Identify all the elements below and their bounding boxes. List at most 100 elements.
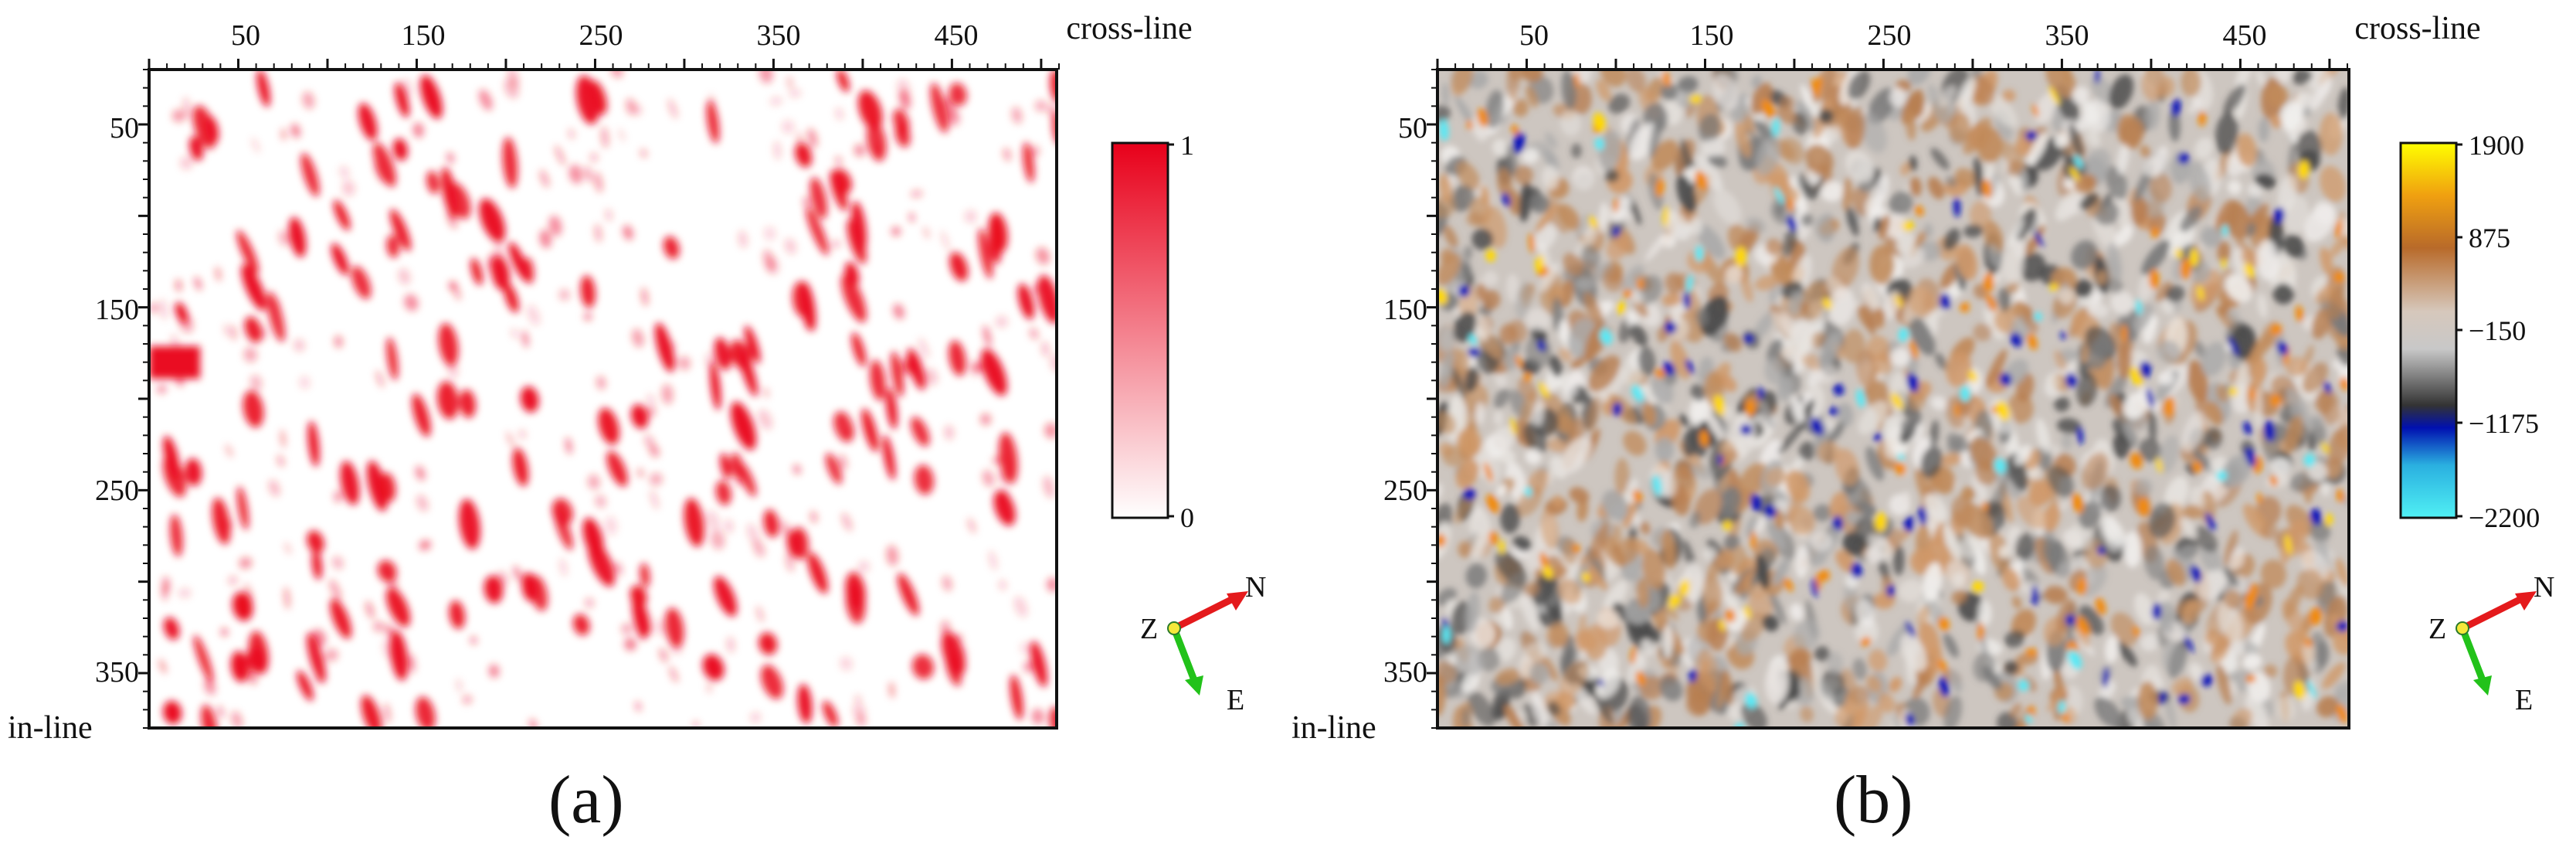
amplitude-spot <box>2159 691 2167 705</box>
amplitude-spot <box>2058 700 2065 715</box>
anomaly-blob <box>988 550 998 571</box>
anomaly-blob <box>284 542 291 555</box>
amplitude-blob <box>1606 233 1630 260</box>
anomaly-blob <box>847 219 867 264</box>
amplitude-spot <box>1905 621 1915 638</box>
anomaly-blob <box>365 600 375 619</box>
anomaly-blob <box>870 359 886 401</box>
amplitude-blob <box>1771 311 1790 336</box>
amplitude-spot <box>1939 676 1950 698</box>
amplitude-blob <box>1974 284 1988 299</box>
anomaly-blob <box>834 155 843 166</box>
anomaly-blob <box>746 523 760 545</box>
anomaly-blob <box>386 235 399 258</box>
colorbar-a <box>1111 141 1169 519</box>
amplitude-blob <box>1805 144 1834 176</box>
amplitude-spot <box>1909 340 1918 360</box>
amplitude-blob <box>2329 233 2349 258</box>
amplitude-spot <box>1918 506 1927 526</box>
amplitude-blob <box>1987 243 2003 269</box>
amplitude-blob <box>1586 395 1601 433</box>
amplitude-blob <box>2228 641 2246 656</box>
amplitude-spot <box>2068 649 2082 670</box>
anomaly-blob <box>595 104 605 117</box>
amplitude-blob <box>2322 662 2346 689</box>
amplitude-blob <box>1512 98 1529 117</box>
amplitude-blob <box>2200 543 2222 573</box>
amplitude-blob <box>2255 70 2267 88</box>
amplitude-blob <box>1762 614 1779 632</box>
amplitude-blob <box>1724 332 1742 352</box>
anomaly-blob <box>488 664 500 679</box>
anomaly-blob <box>711 530 725 550</box>
anomaly-blob <box>707 682 712 693</box>
anomaly-blob <box>1049 706 1057 728</box>
amplitude-spot <box>1682 291 1691 309</box>
amplitude-blob <box>2256 240 2279 281</box>
anomaly-blob <box>293 338 306 352</box>
anomaly-blob <box>1040 341 1050 357</box>
anomaly-blob <box>730 339 752 371</box>
amplitude-blob <box>1493 612 1511 626</box>
amplitude-blob <box>2225 202 2251 240</box>
colorbar-label-max: 1 <box>1180 130 1194 161</box>
anomaly-blob <box>626 98 636 116</box>
amplitude-blob <box>1588 355 1621 393</box>
x-tick-label: 350 <box>2045 19 2089 52</box>
anomaly-blob <box>595 495 606 509</box>
amplitude-blob <box>1764 356 1785 385</box>
amplitude-blob <box>1475 316 1491 338</box>
amplitude-blob <box>1630 323 1648 347</box>
amplitude-spot <box>2070 167 2079 182</box>
amplitude-blob <box>1855 617 1879 645</box>
amplitude-blob <box>2140 633 2160 651</box>
amplitude-spot <box>1594 137 1604 151</box>
amplitude-blob <box>1546 701 1561 716</box>
anomaly-blob <box>858 90 883 130</box>
amplitude-blob <box>1770 172 1792 203</box>
amplitude-blob <box>1440 351 1454 389</box>
amplitude-blob <box>2168 224 2195 257</box>
amplitude-blob <box>2251 357 2267 385</box>
x-tick-label: 50 <box>231 19 260 52</box>
amplitude-blob <box>2203 427 2223 450</box>
amplitude-blob <box>1713 189 1742 225</box>
anomaly-blob <box>955 641 967 662</box>
amplitude-blob <box>2042 503 2060 532</box>
amplitude-blob <box>2247 183 2262 198</box>
amplitude-blob <box>1659 675 1683 702</box>
amplitude-blob <box>1959 536 1979 559</box>
anomaly-blob <box>631 328 644 348</box>
amplitude-spot <box>2273 207 2285 224</box>
amplitude-blob <box>1557 203 1581 231</box>
amplitude-spot <box>2061 711 2070 723</box>
amplitude-blob <box>1701 138 1726 158</box>
anomaly-blob <box>575 75 599 124</box>
amplitude-blob <box>2320 389 2340 425</box>
amplitude-spot <box>1509 417 1516 436</box>
amplitude-blob <box>1984 220 2004 254</box>
anomaly-blob <box>1020 641 1031 655</box>
anomaly-blob <box>835 107 844 121</box>
amplitude-blob <box>2215 112 2238 155</box>
amplitude-blob <box>1463 245 1473 260</box>
anomaly-blob <box>647 406 657 417</box>
anomaly-blob <box>998 489 1010 506</box>
amplitude-blob <box>2123 392 2148 420</box>
amplitude-spot <box>1655 368 1665 379</box>
amplitude-blob <box>2216 663 2232 705</box>
amplitude-blob <box>1495 668 1520 685</box>
anomaly-blob <box>940 230 950 250</box>
anomaly-blob <box>663 236 680 260</box>
amplitude-spot <box>1786 216 1797 232</box>
amplitude-spot <box>1685 274 1693 293</box>
amplitude-blob <box>1698 649 1719 692</box>
amplitude-blob <box>2024 224 2046 256</box>
anomaly-blob <box>998 579 1007 591</box>
anomaly-blob <box>900 359 910 376</box>
amplitude-blob <box>1523 582 1539 597</box>
amplitude-blob <box>2296 130 2323 164</box>
anomaly-blob <box>251 137 260 154</box>
anomaly-blob <box>1029 327 1039 340</box>
amplitude-blob <box>1745 515 1758 538</box>
